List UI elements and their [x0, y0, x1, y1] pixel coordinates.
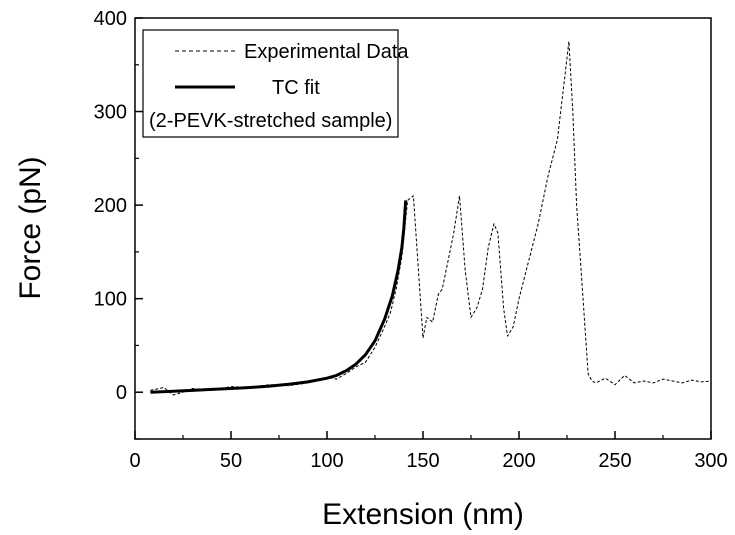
y-tick-label: 300 — [94, 102, 127, 124]
series-layer — [150, 40, 712, 396]
x-tick-label: 300 — [694, 450, 727, 472]
y-tick-label: 400 — [94, 8, 127, 30]
x-tick-label: 0 — [129, 450, 140, 472]
y-tick-label: 200 — [94, 195, 127, 217]
x-tick-label: 200 — [502, 450, 535, 472]
x-axis-title: Extension (nm) — [322, 498, 524, 531]
x-tick-label: 50 — [220, 450, 242, 472]
y-axis-title: Force (pN) — [14, 156, 47, 299]
legend-note: (2-PEVK-stretched sample) — [149, 110, 392, 132]
x-tick-label: 100 — [310, 450, 343, 472]
x-tick-label: 250 — [598, 450, 631, 472]
x-tick-label: 150 — [406, 450, 439, 472]
series-tc-fit — [150, 200, 408, 394]
y-tick-label: 0 — [116, 382, 127, 404]
y-axis-ticks: 0 100 200 300 400 — [94, 8, 143, 440]
legend-label-tc-fit: TC fit — [272, 77, 320, 99]
legend-box — [142, 29, 399, 138]
legend-label-experimental: Experimental Data — [244, 41, 409, 63]
x-axis-ticks: 0 50 100 150 200 250 300 — [129, 431, 728, 472]
y-tick-label: 100 — [94, 289, 127, 311]
legend: Experimental Data TC fit (2-PEVK-stretch… — [142, 29, 409, 138]
